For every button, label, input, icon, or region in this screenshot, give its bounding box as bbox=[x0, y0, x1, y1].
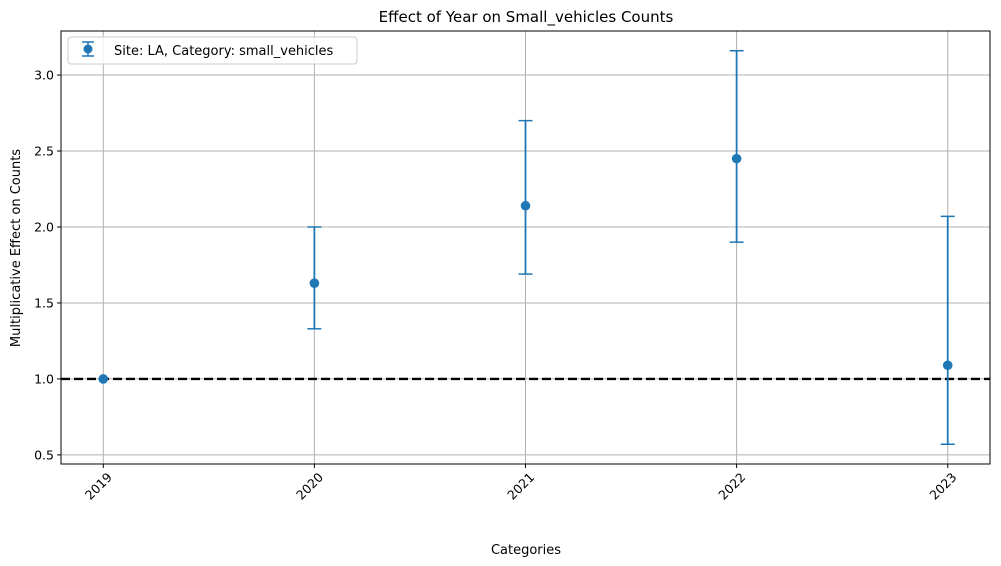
y-tick-label: 1.5 bbox=[34, 295, 54, 310]
x-tick-label: 2019 bbox=[82, 469, 115, 502]
legend-label: Site: LA, Category: small_vehicles bbox=[114, 44, 334, 59]
chart-title: Effect of Year on Small_vehicles Counts bbox=[379, 8, 674, 27]
x-axis-label: Categories bbox=[491, 543, 561, 558]
y-tick-label: 2.0 bbox=[34, 219, 54, 234]
legend-box bbox=[67, 36, 358, 65]
y-tick-label: 3.0 bbox=[34, 68, 54, 83]
data-layer bbox=[98, 50, 955, 445]
legend: Site: LA, Category: small_vehicles bbox=[67, 36, 358, 65]
data-point bbox=[309, 278, 320, 289]
data-point bbox=[98, 374, 109, 384]
data-point bbox=[942, 360, 953, 371]
tick-layer: 2019 2020 2021 2022 2023 0.5 1.0 1.5 2.0 2.5 3.0 bbox=[34, 68, 959, 503]
y-axis-label: Multiplicative Effect on Counts bbox=[9, 149, 24, 347]
legend-point bbox=[83, 44, 93, 54]
y-tick-label: 2.5 bbox=[34, 144, 54, 159]
y-tick-label: 1.0 bbox=[34, 371, 54, 386]
x-tick-label: 2023 bbox=[926, 469, 959, 502]
x-tick-label: 2021 bbox=[504, 469, 537, 502]
y-tick-label: 0.5 bbox=[34, 447, 54, 462]
data-point bbox=[731, 153, 742, 164]
x-tick-label: 2020 bbox=[293, 469, 326, 502]
legend-marker bbox=[82, 41, 94, 57]
x-tick-label: 2022 bbox=[715, 469, 748, 502]
data-point bbox=[520, 200, 531, 211]
